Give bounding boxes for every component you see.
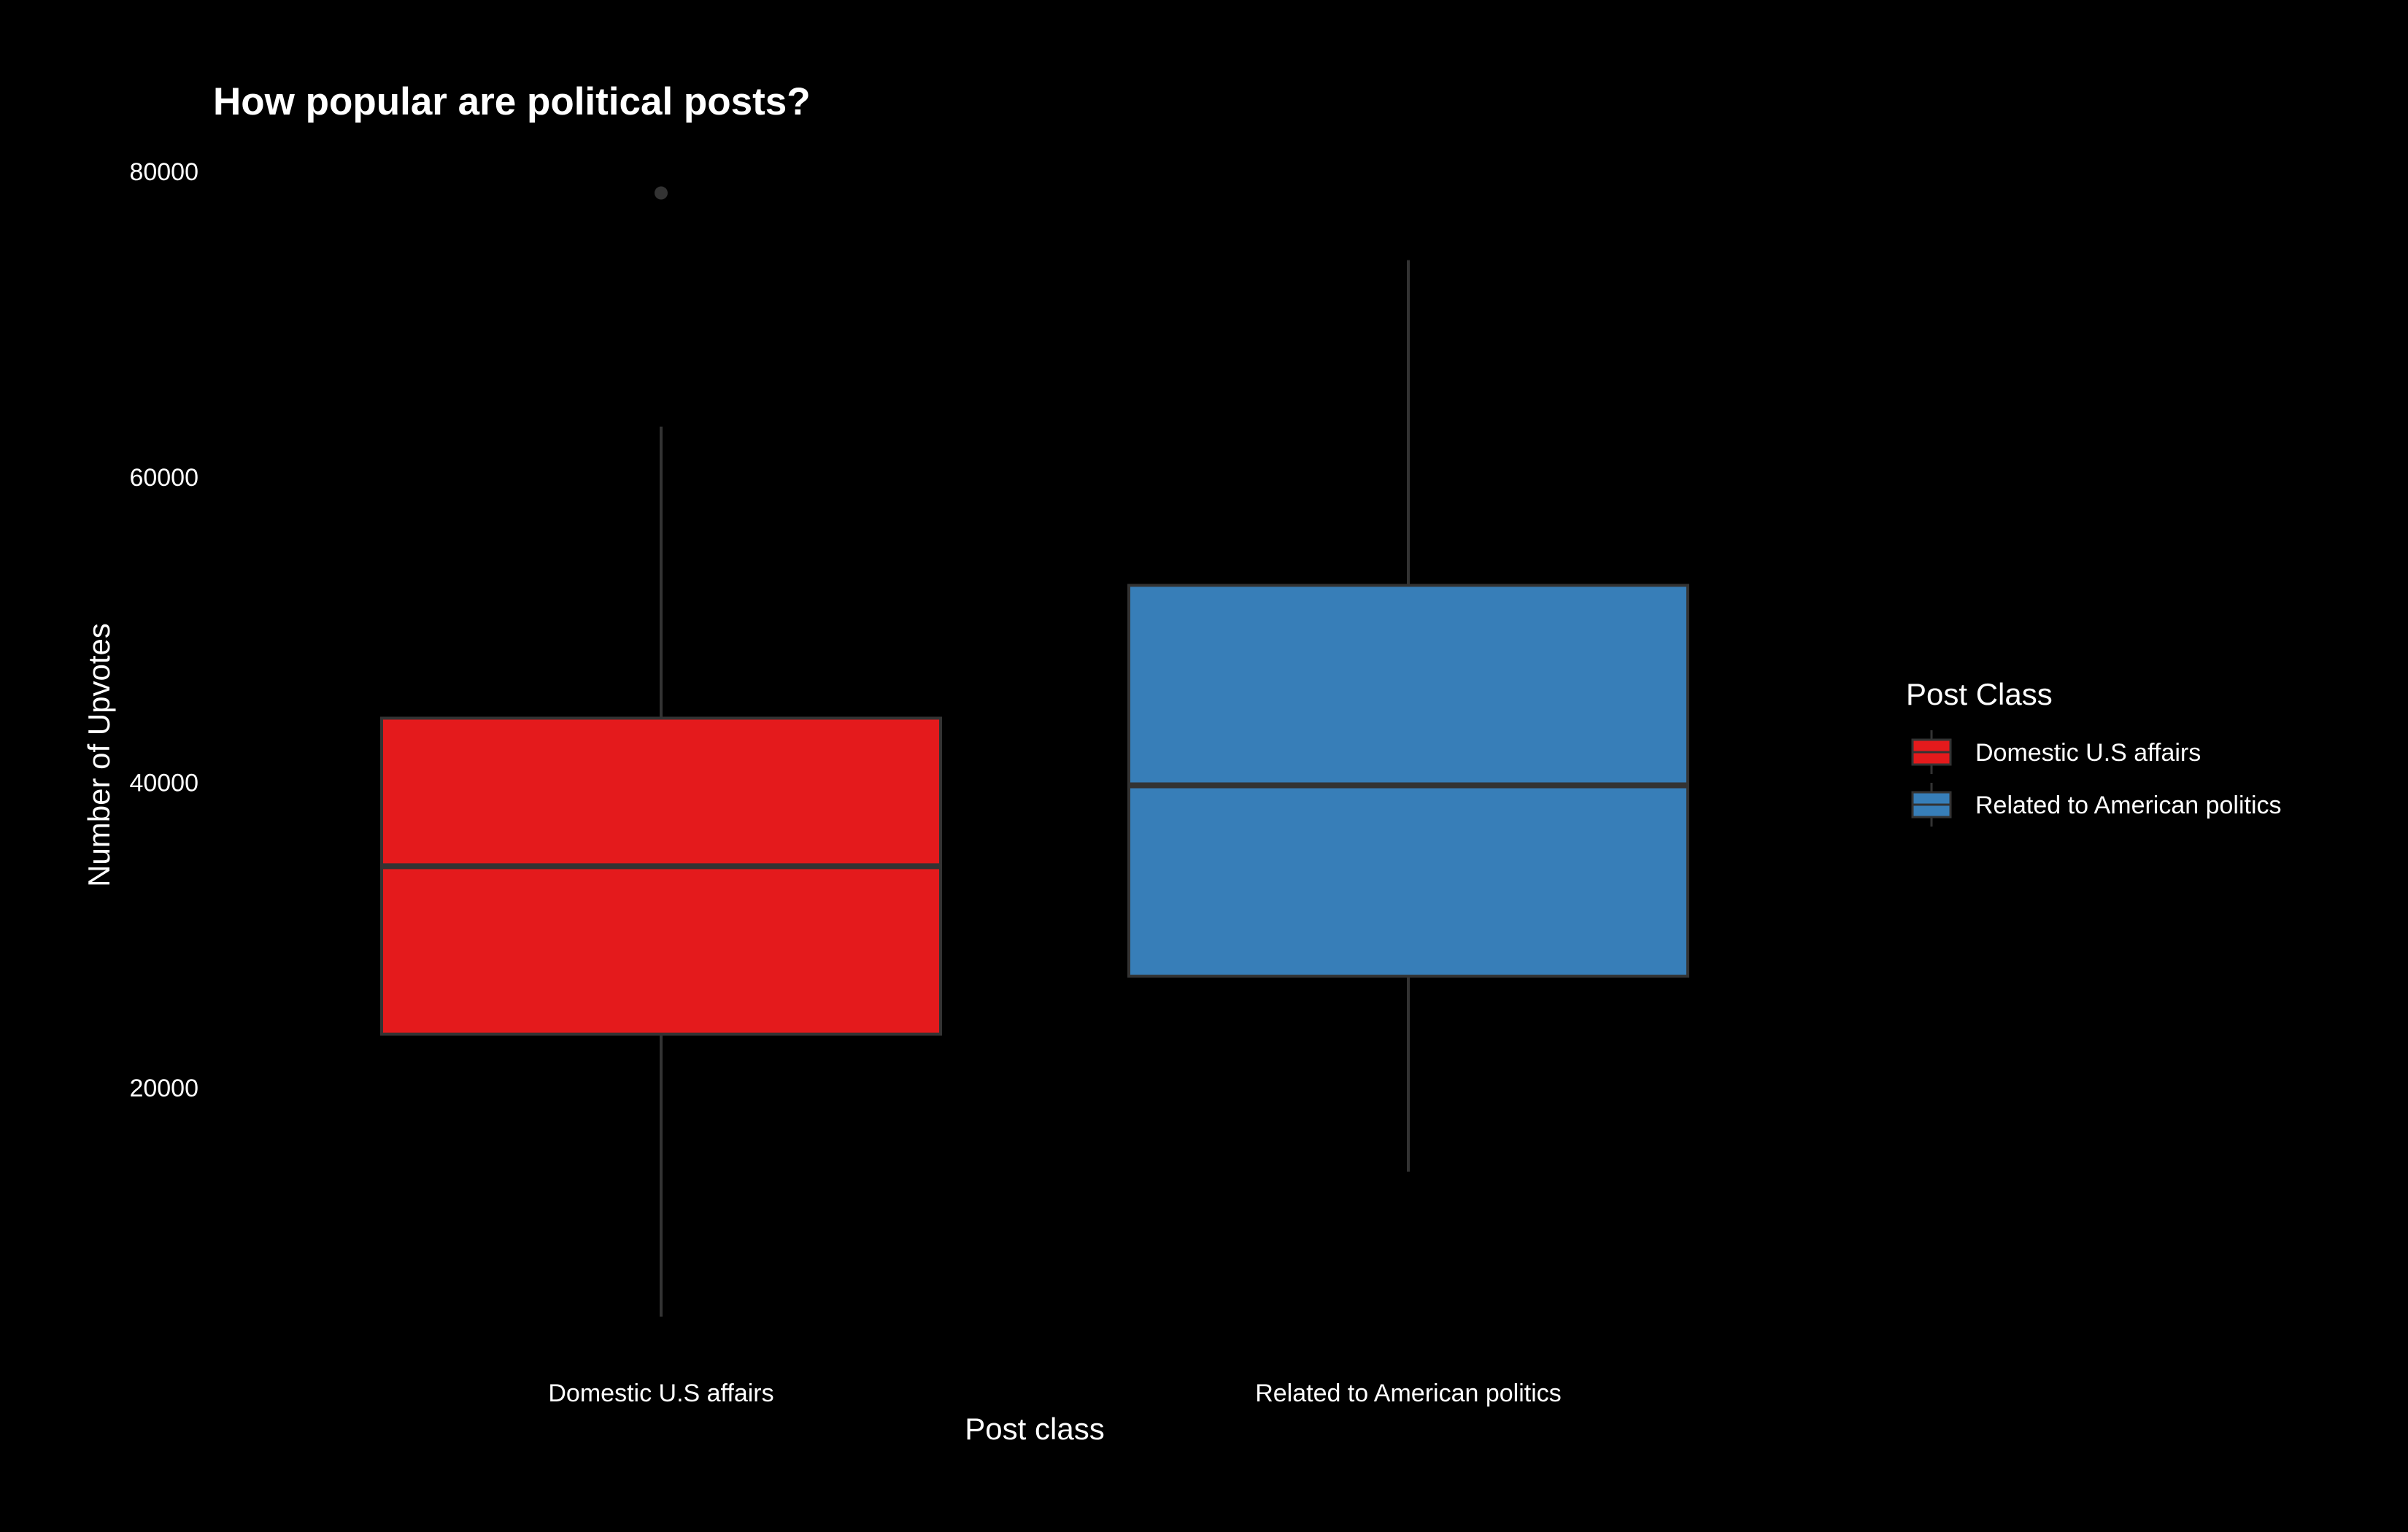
box-iqr — [1127, 584, 1689, 978]
legend-label: Domestic U.S affairs — [1975, 739, 2201, 767]
chart-title: How popular are political posts? — [213, 80, 811, 123]
box-2 — [1127, 260, 1689, 1172]
y-tick-label: 60000 — [129, 464, 198, 492]
legend-title: Post Class — [1906, 677, 2053, 711]
x-tick-label: Domestic U.S affairs — [548, 1380, 773, 1407]
box-iqr — [380, 716, 942, 1036]
x-tick-label: Related to American politics — [1255, 1380, 1562, 1407]
box-1 — [380, 186, 942, 1317]
legend-key-1 — [1911, 730, 1952, 774]
legend-key-2 — [1911, 783, 1952, 827]
boxes — [380, 186, 1689, 1317]
x-axis-ticks: Domestic U.S affairs Related to American … — [548, 1380, 1561, 1407]
legend: Post Class Domestic U.S affairs Related t… — [1906, 677, 2282, 827]
legend-label: Related to American politics — [1975, 792, 2282, 819]
x-axis-title: Post class — [965, 1412, 1104, 1446]
outlier-point — [655, 186, 668, 200]
y-tick-label: 20000 — [129, 1075, 198, 1102]
y-tick-label: 80000 — [129, 158, 198, 186]
y-tick-label: 40000 — [129, 769, 198, 797]
y-axis-ticks: 20000 40000 60000 80000 — [129, 158, 198, 1102]
y-axis-title: Number of Upvotes — [82, 623, 116, 887]
